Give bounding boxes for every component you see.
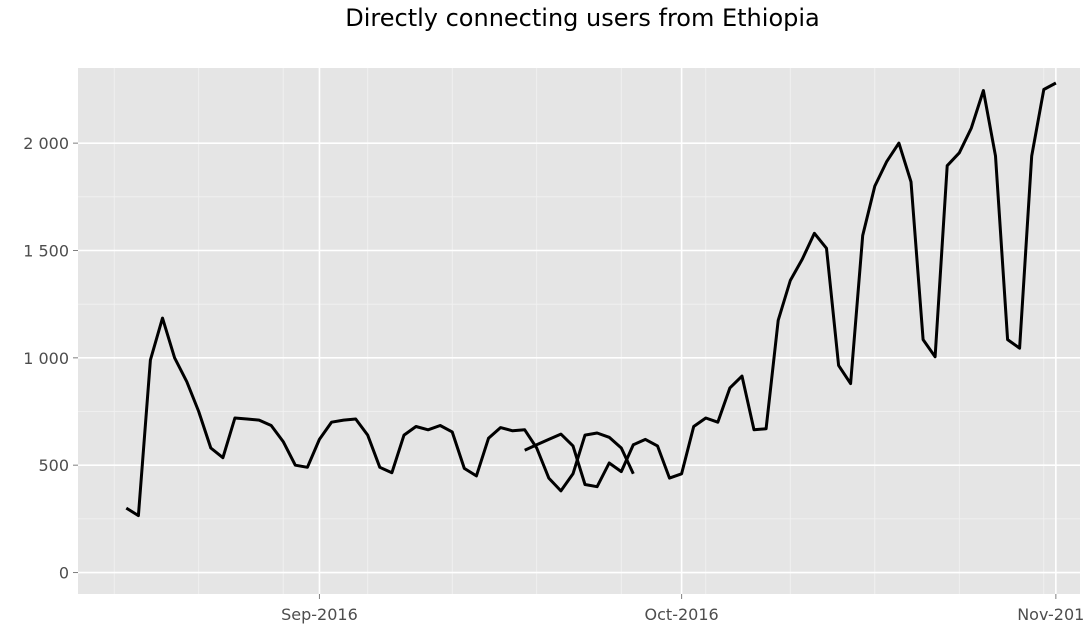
y-tick-label: 1 500 xyxy=(23,241,69,260)
series-line xyxy=(125,316,635,518)
y-tick-label: 1 000 xyxy=(23,349,69,368)
series-line xyxy=(524,81,1057,489)
y-tick-label: 500 xyxy=(38,456,69,475)
chart-title: Directly connecting users from Ethiopia xyxy=(345,4,820,32)
y-tick-label: 2 000 xyxy=(23,134,69,153)
y-tick-label: 0 xyxy=(59,564,69,583)
x-tick-label: Sep-2016 xyxy=(281,605,358,624)
grid-major xyxy=(78,68,1080,594)
y-axis-labels: 0 500 1 000 1 500 2 000 xyxy=(23,134,69,582)
grid-minor xyxy=(78,68,1080,594)
x-axis-labels: Sep-2016 Oct-2016 Nov-2016 xyxy=(281,605,1085,624)
axis-ticks xyxy=(73,142,1057,599)
x-tick-label: Oct-2016 xyxy=(645,605,719,624)
x-tick-label: Nov-2016 xyxy=(1017,605,1085,624)
series-lines xyxy=(125,81,1057,518)
plot-panel xyxy=(78,68,1080,594)
